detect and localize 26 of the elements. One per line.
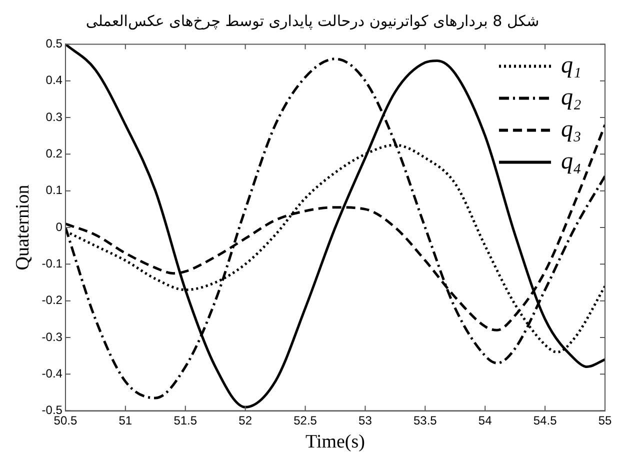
x-tick-label: 52 — [238, 413, 252, 428]
x-tick-label: 53.5 — [413, 413, 438, 428]
y-tick-label: -0.4 — [42, 366, 63, 380]
y-tick-label: 0.2 — [46, 146, 63, 160]
y-tick-label: -0.3 — [42, 330, 63, 344]
y-tick-label: 0.5 — [46, 36, 63, 51]
y-tick-label: -0.2 — [42, 293, 63, 308]
chart-title: شکل 8 بردارهای کواترنیون درحالت پایداری توسط چرخ‌های عکس‌العملی — [84, 11, 540, 32]
legend-label: q₂ — [561, 84, 582, 111]
x-tick-label: 54 — [478, 413, 492, 428]
y-tick-label: 0 — [56, 220, 63, 234]
y-tick-label: 0.4 — [46, 73, 63, 88]
y-axis-title: Quaternion — [12, 184, 34, 270]
legend-label: q₃ — [561, 116, 582, 143]
x-tick-label: 51 — [118, 413, 132, 428]
y-tick-label: 0.1 — [46, 183, 63, 198]
legend-label: q₄ — [561, 148, 582, 175]
x-tick-label: 55 — [598, 413, 612, 428]
x-tick-label: 54.5 — [533, 413, 558, 428]
y-tick-label: -0.1 — [42, 256, 63, 270]
y-tick-label: 0.3 — [46, 110, 63, 124]
legend-label: q₁ — [561, 52, 582, 79]
x-axis-title: Time(s) — [305, 432, 365, 453]
x-tick-label: 53 — [358, 413, 372, 428]
x-tick-label: 51.5 — [174, 413, 198, 428]
x-tick-label: 52.5 — [294, 413, 318, 428]
